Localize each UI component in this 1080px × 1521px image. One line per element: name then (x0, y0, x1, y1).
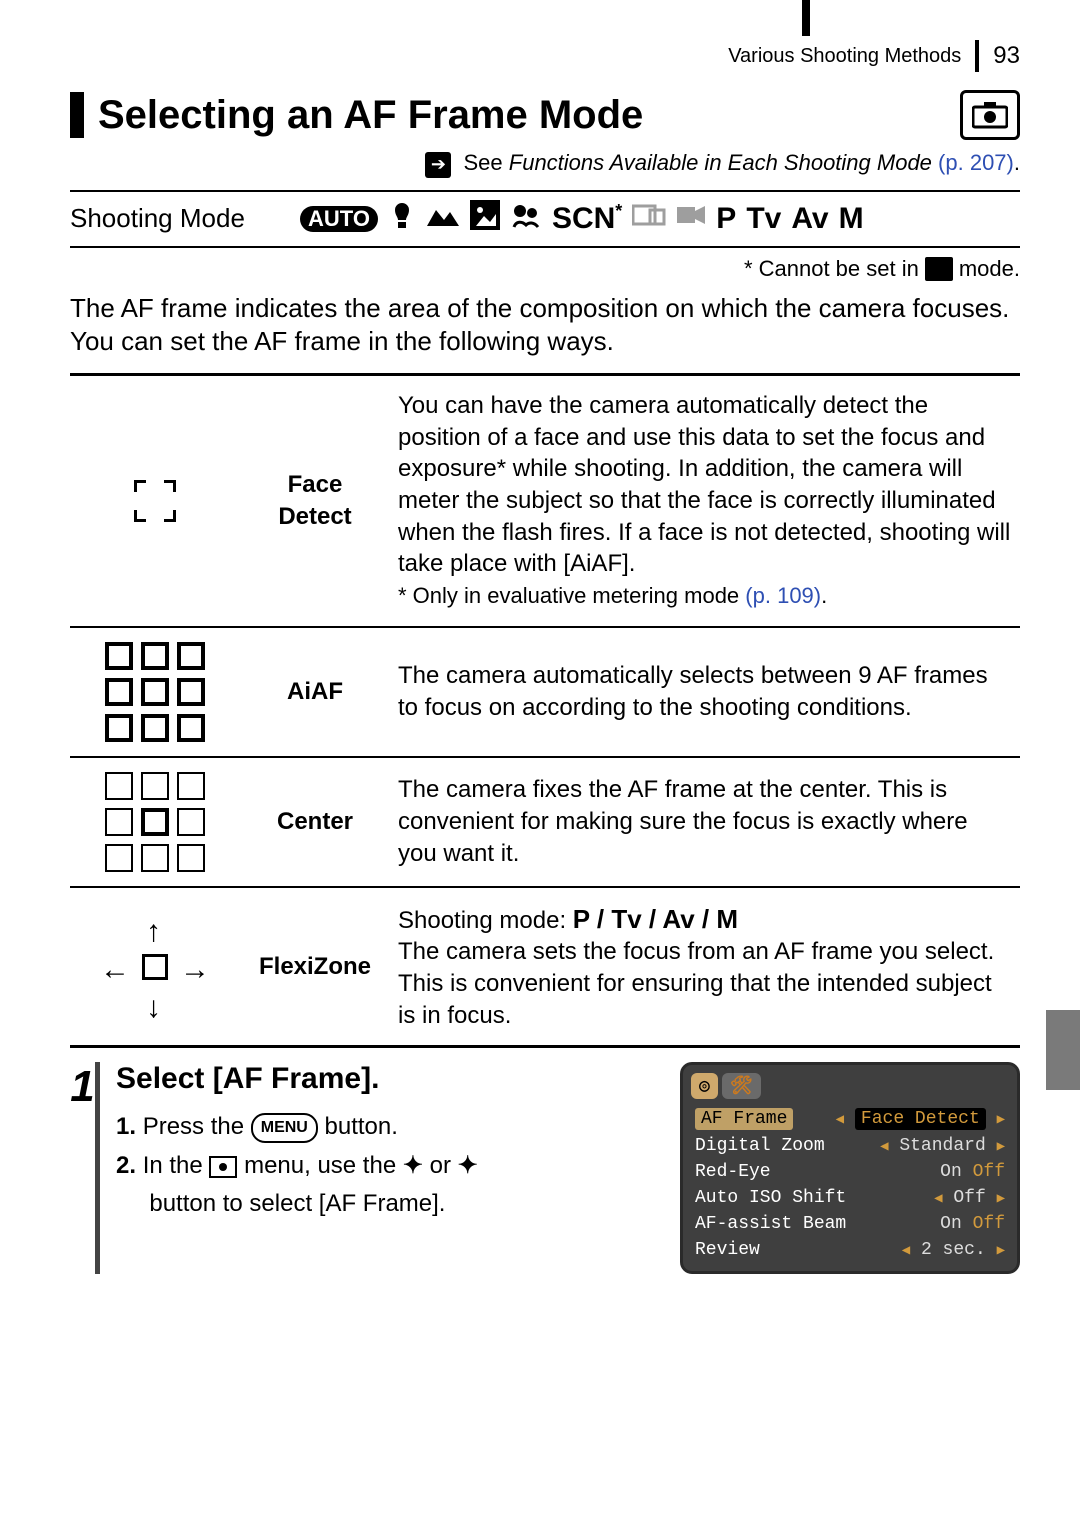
shooting-mode-row: Shooting Mode AUTO SCN* P Tv Av M (70, 190, 1020, 248)
see-suffix: . (1014, 150, 1020, 175)
still-mode-icon (960, 90, 1020, 140)
rec-menu-icon (209, 1156, 237, 1178)
page-title: Selecting an AF Frame Mode (98, 93, 960, 138)
table-row: Center The camera fixes the AF frame at … (70, 757, 1020, 887)
page-top-marker (802, 0, 810, 36)
title-row: Selecting an AF Frame Mode (70, 90, 1020, 140)
page-link[interactable]: (p. 109) (745, 583, 821, 608)
arrow-icon: ➔ (425, 152, 451, 178)
kids-pets-mode-icon (510, 201, 542, 237)
lcd-row: Auto ISO Shift◀ Off ▶ (691, 1185, 1009, 1211)
lcd-tab-rec: ◎ (691, 1073, 718, 1099)
page-number: 93 (993, 42, 1020, 70)
cannot-note: * Cannot be set in mode. (70, 256, 1020, 282)
stitch-mode-icon (632, 202, 666, 236)
shooting-mode-icons: AUTO SCN* P Tv Av M (300, 200, 1020, 238)
tv-mode-icon: Tv (746, 202, 781, 236)
lcd-row: AF-assist BeamOn Off (691, 1211, 1009, 1237)
lcd-row: Red-EyeOn Off (691, 1159, 1009, 1185)
center-icon (70, 757, 240, 887)
table-row: Face Detect You can have the camera auto… (70, 375, 1020, 627)
mode-name: Face Detect (240, 375, 390, 627)
see-page-link[interactable]: (p. 207) (938, 150, 1014, 175)
flexizone-icon: ↑↓ ←→ (70, 887, 240, 1047)
step-1: 1 Select [AF Frame]. 1. Press the MENU b… (70, 1062, 1020, 1274)
header-divider (975, 40, 979, 72)
lcd-row: Review◀ 2 sec. ▶ (691, 1237, 1009, 1263)
lcd-menu-preview: ◎ 🛠 AF Frame◀ Face Detect ▶ Digital Zoom… (680, 1062, 1020, 1274)
cannot-prefix: * Cannot be set in (744, 256, 919, 282)
aiaf-icon (70, 627, 240, 757)
menu-button-icon: MENU (251, 1113, 318, 1143)
cannot-suffix: mode. (959, 256, 1020, 282)
mode-name: Center (240, 757, 390, 887)
portrait-mode-icon (388, 200, 416, 238)
mode-desc: You can have the camera automatically de… (390, 375, 1020, 627)
mode-name: AiAF (240, 627, 390, 757)
section-name: Various Shooting Methods (728, 45, 961, 68)
intro-text: The AF frame indicates the area of the c… (70, 292, 1020, 360)
mode-desc: The camera fixes the AF frame at the cen… (390, 757, 1020, 887)
lcd-row: Digital Zoom◀ Standard ▶ (691, 1133, 1009, 1159)
see-prefix: See (464, 150, 509, 175)
see-italic: Functions Available in Each Shooting Mod… (509, 150, 932, 175)
face-detect-icon (70, 375, 240, 627)
m-mode-icon: M (839, 202, 864, 236)
scn-mode-icon: SCN* (552, 201, 622, 236)
page-header: Various Shooting Methods 93 (70, 40, 1020, 72)
auto-mode-icon: AUTO (300, 206, 378, 232)
mode-desc: The camera automatically selects between… (390, 627, 1020, 757)
movie-mode-icon (676, 202, 706, 236)
af-modes-table: Face Detect You can have the camera auto… (70, 373, 1020, 1048)
lcd-row: AF Frame◀ Face Detect ▶ (691, 1105, 1009, 1133)
see-reference: ➔ See Functions Available in Each Shooti… (70, 150, 1020, 178)
side-thumb-tab (1046, 1010, 1080, 1090)
landscape-mode-icon (426, 202, 460, 236)
title-accent-bar (70, 92, 84, 138)
step-number: 1 (70, 1062, 94, 1112)
shooting-mode-label: Shooting Mode (70, 203, 300, 234)
mode-name: FlexiZone (240, 887, 390, 1047)
stitch-assist-icon (925, 257, 953, 281)
step-title: Select [AF Frame]. (116, 1062, 660, 1096)
table-row: ↑↓ ←→ FlexiZone Shooting mode: P / Tv / … (70, 887, 1020, 1047)
night-mode-icon (470, 200, 500, 238)
table-row: AiAF The camera automatically selects be… (70, 627, 1020, 757)
step-instructions: 1. Press the MENU button. 2. In the menu… (116, 1108, 660, 1223)
mode-desc: Shooting mode: P / Tv / Av / M The camer… (390, 887, 1020, 1047)
av-mode-icon: Av (791, 202, 828, 236)
lcd-tab-tools: 🛠 (722, 1073, 761, 1099)
p-mode-icon: P (716, 202, 736, 236)
